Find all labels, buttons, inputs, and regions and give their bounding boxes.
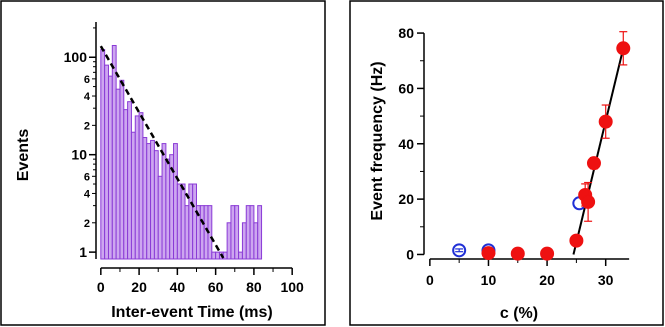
histogram-x-axis: 0 20 40 60 80 100 (97, 267, 304, 295)
histogram-x-tick-label: 100 (280, 279, 304, 295)
frequency-x-axis: 0 10 20 30 (426, 258, 630, 288)
histogram-panel: 1 10 100 2 4 6 2 4 6 0 20 40 60 80 100 Inter-event Ti… (0, 0, 326, 326)
histogram-bar (230, 205, 236, 260)
frequency-y-tick-label: 20 (398, 191, 414, 207)
histogram-y-axis: 1 10 100 2 4 6 2 4 6 (64, 22, 97, 260)
histogram-bar (157, 175, 163, 260)
histogram-bar (134, 115, 140, 260)
frequency-fit-line (572, 48, 625, 255)
frequency-x-tick-label: 10 (481, 272, 497, 288)
frequency-y-tick-label: 80 (398, 25, 414, 41)
histogram-bar (184, 205, 190, 260)
frequency-x-tick-label: 30 (598, 272, 614, 288)
histogram-y-minor-tick-label: 2 (84, 120, 90, 132)
frequency-y-axis: 0 20 40 60 80 (398, 25, 425, 262)
frequency-x-axis-title: c (%) (500, 305, 538, 322)
frequency-frame (349, 0, 664, 326)
histogram-bar (176, 183, 182, 260)
histogram-bar (107, 75, 113, 260)
histogram-x-tick-label: 0 (97, 279, 105, 295)
histogram-x-tick-label: 20 (131, 279, 147, 295)
frequency-point-filled (581, 194, 596, 209)
histogram-y-tick-label: 10 (71, 147, 87, 163)
histogram-bar (211, 251, 217, 260)
histogram-bar (138, 112, 144, 260)
histogram-bar (115, 88, 121, 260)
histogram-x-axis-title: Inter-event Time (ms) (111, 304, 273, 321)
frequency-y-axis-title: Event frequency (Hz) (369, 61, 386, 220)
frequency-point-filled (569, 233, 584, 248)
frequency-point-filled (481, 246, 496, 261)
frequency-point-filled (586, 156, 601, 171)
histogram-bar (188, 183, 194, 260)
histogram-bar (222, 251, 228, 260)
frequency-point-filled (510, 246, 525, 261)
frequency-point-filled (540, 246, 555, 261)
frequency-point-open (452, 243, 467, 258)
histogram-y-minor-tick-label: 6 (84, 74, 90, 86)
histogram-bar (253, 222, 259, 260)
frequency-panel: 0 20 40 60 80 0 10 20 30 c (%) Event frequency … (349, 0, 664, 326)
histogram-y-minor-tick-label: 4 (84, 91, 91, 103)
histogram-bar (257, 205, 263, 260)
frequency-point-filled (598, 114, 613, 129)
histogram-y-tick-label: 1 (79, 244, 87, 260)
histogram-y-minor-tick-label: 4 (84, 188, 91, 200)
histogram-bar (241, 222, 247, 260)
histogram-bar (127, 101, 132, 260)
histogram-bar (238, 251, 243, 260)
histogram-bars (100, 44, 263, 260)
frequency-x-tick-label: 20 (539, 272, 555, 288)
histogram-bar (245, 205, 251, 260)
histogram-bar (142, 137, 148, 260)
histogram-x-tick-label: 60 (208, 279, 224, 295)
histogram-bar (180, 183, 186, 260)
frequency-x-tick-label: 0 (426, 272, 434, 288)
histogram-bar (123, 109, 129, 260)
histogram-bar (104, 64, 109, 260)
frequency-points (452, 31, 631, 261)
histogram-bar (215, 251, 220, 260)
histogram-x-tick-label: 80 (246, 279, 262, 295)
histogram-bar (234, 205, 240, 260)
histogram-bar (249, 205, 255, 260)
histogram-bar (161, 143, 167, 260)
histogram-bar (226, 222, 232, 260)
histogram-bar (111, 44, 117, 260)
frequency-y-tick-label: 40 (398, 136, 414, 152)
histogram-bar (119, 79, 125, 260)
histogram-bar (150, 139, 155, 260)
histogram-bar (199, 205, 205, 260)
histogram-bar (130, 131, 136, 260)
frequency-point-filled (616, 41, 631, 56)
frequency-y-tick-label: 60 (398, 80, 414, 96)
histogram-y-axis-title: Events (15, 129, 32, 182)
histogram-y-tick-label: 100 (64, 49, 88, 65)
histogram-bar (100, 49, 106, 260)
histogram-y-minor-tick-label: 6 (84, 171, 90, 183)
histogram-y-minor-tick-label: 2 (84, 218, 90, 230)
histogram-bar (153, 150, 159, 260)
histogram-bar (146, 143, 152, 260)
histogram-bar (173, 143, 178, 260)
histogram-x-tick-label: 40 (170, 279, 186, 295)
histogram-bar (165, 158, 171, 260)
histogram-bar (192, 183, 198, 260)
frequency-y-tick-label: 0 (406, 246, 414, 262)
histogram-fit-line (99, 45, 225, 259)
